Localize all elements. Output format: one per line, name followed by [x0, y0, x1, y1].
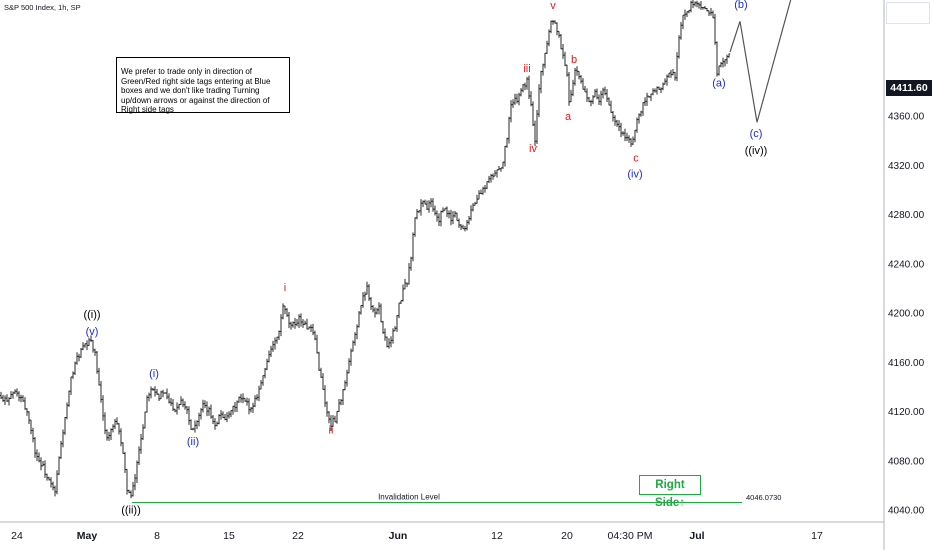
- time-tick-label: Jul: [689, 530, 704, 542]
- price-tick-label: 4080.00: [888, 456, 925, 467]
- arrow-up-icon: ↑: [679, 497, 686, 509]
- current-price-tag: 4411.60: [886, 80, 932, 96]
- wave-label: ((ii)): [121, 505, 141, 517]
- trading-note-box: We prefer to trade only in direction of …: [116, 57, 290, 114]
- price-tick-label: 4200.00: [888, 309, 925, 320]
- wave-label: v: [550, 0, 556, 12]
- wave-label: iv: [529, 143, 537, 155]
- price-scale-button[interactable]: [886, 2, 930, 24]
- wave-label: (ii): [187, 436, 199, 448]
- price-tick-label: 4320.00: [888, 161, 925, 172]
- projection-line: [729, 0, 792, 123]
- time-tick-label: 8: [154, 530, 160, 542]
- time-tick-label: 24: [11, 530, 23, 542]
- time-tick-label: 22: [292, 530, 304, 542]
- wave-label: (i): [149, 368, 159, 380]
- invalidation-label: Invalidation Level: [378, 493, 440, 502]
- wave-label: (iv): [627, 169, 642, 181]
- time-tick-label: May: [77, 530, 98, 542]
- time-tick-label: Jun: [389, 530, 408, 542]
- plot-area: Invalidation Level ((i)) (v) ((ii)) (i) (ii) i…: [0, 0, 792, 517]
- time-tick-label: 17: [811, 530, 823, 542]
- price-tick-label: 4280.00: [888, 210, 925, 221]
- price-tick-label: 4360.00: [888, 112, 925, 123]
- price-tick-label: 4240.00: [888, 259, 925, 270]
- wave-label: ii: [329, 425, 334, 437]
- wave-label: (a): [712, 78, 725, 90]
- time-axis[interactable]: 24 May 8 15 22 Jun 12 20 04:30 PM Jul 17: [0, 521, 884, 542]
- time-tick-label: 15: [223, 530, 235, 542]
- wave-label: (v): [86, 326, 99, 338]
- price-tick-label: 4160.00: [888, 358, 925, 369]
- time-tick-label: 12: [491, 530, 503, 542]
- wave-label: ((i)): [83, 309, 100, 321]
- wave-label: ((iv)): [745, 145, 768, 157]
- wave-label: a: [565, 111, 572, 123]
- right-side-label: Right Side: [654, 479, 685, 509]
- time-tick-label: 04:30 PM: [608, 530, 653, 542]
- wave-label: b: [571, 54, 577, 66]
- wave-label: (b): [734, 0, 747, 11]
- right-side-tag: Right Side↑: [639, 475, 701, 509]
- price-tick-label: 4120.00: [888, 407, 925, 418]
- symbol-title: S&P 500 Index, 1h, SP: [4, 3, 81, 12]
- invalidation-value: 4046.0730: [746, 493, 782, 502]
- price-tick-label: 4040.00: [888, 506, 925, 517]
- time-tick-label: 20: [561, 530, 573, 542]
- wave-label: i: [284, 282, 286, 294]
- wave-label: (c): [750, 128, 763, 140]
- wave-label: iii: [523, 63, 530, 75]
- wave-label: c: [633, 153, 639, 165]
